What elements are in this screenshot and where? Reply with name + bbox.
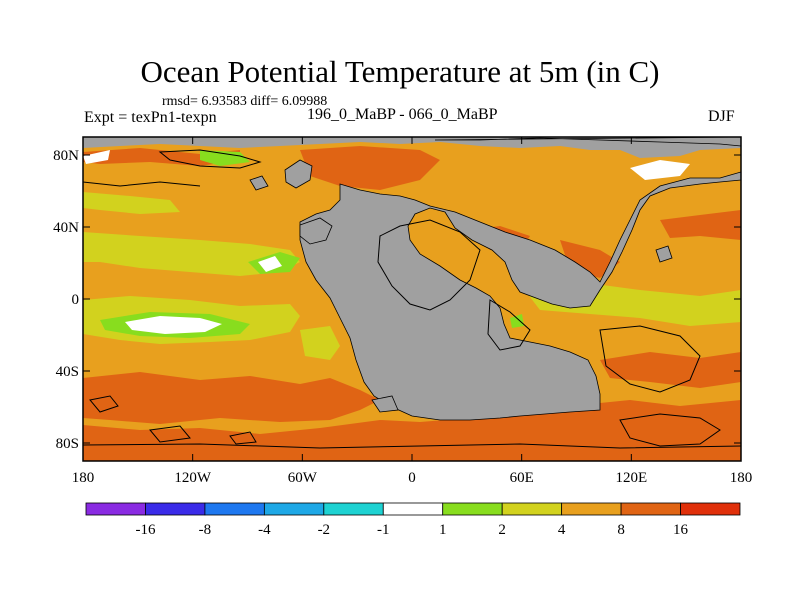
colorbar-swatch <box>323 502 384 516</box>
colorbar-label: -1 <box>377 522 390 538</box>
colorbar-label: -4 <box>258 522 271 538</box>
colorbar-swatch <box>561 502 622 516</box>
colorbar-label: 8 <box>617 522 625 538</box>
season-label: DJF <box>708 108 735 125</box>
colorbar-swatch <box>442 502 503 516</box>
colorbar-swatch <box>263 502 325 516</box>
stats-label: rmsd= 6.93583 diff= 6.09988 <box>162 94 328 109</box>
colorbar-swatch <box>204 502 265 516</box>
near-zero-regions <box>83 150 690 334</box>
colorbar-swatch <box>85 502 146 516</box>
colorbar-label: 4 <box>558 522 566 538</box>
x-tick-label: 180 <box>72 470 95 486</box>
colorbar-swatch <box>680 502 741 516</box>
experiment-label: Expt = texPn1-texpn <box>84 109 217 126</box>
axis-ticks: 180 120W 60W 0 60E 120E 180 80N 40N 0 40S 80S <box>53 137 752 486</box>
y-tick-label: 0 <box>72 292 80 308</box>
y-tick-label: 80S <box>56 436 79 452</box>
colorbar-swatch <box>501 502 563 516</box>
colorbar-label: 2 <box>498 522 506 538</box>
colorbar-label: 1 <box>439 522 447 538</box>
warm-anomaly-regions <box>83 146 741 461</box>
x-tick-label: 120E <box>615 470 647 486</box>
paleo-coastline-contours <box>83 149 741 449</box>
colorbar-swatch <box>382 502 444 516</box>
land-masses <box>83 137 741 421</box>
colorbar-label: -8 <box>199 522 212 538</box>
x-tick-label: 60E <box>510 470 534 486</box>
colorbar: -16 -8 -4 -2 -1 1 2 4 8 16 <box>85 502 741 538</box>
colorbar-swatch <box>620 502 681 516</box>
colorbar-label: -16 <box>135 522 155 538</box>
x-tick-label: 120W <box>174 470 212 486</box>
y-tick-label: 40S <box>56 364 79 380</box>
colorbar-swatch <box>145 502 206 516</box>
x-tick-label: 0 <box>408 470 416 486</box>
map-title: Ocean Potential Temperature at 5m (in C) <box>140 54 660 89</box>
colorbar-label: 16 <box>673 522 689 538</box>
y-tick-label: 80N <box>53 148 79 164</box>
map-plot-area <box>83 137 741 461</box>
colorbar-label: -2 <box>318 522 331 538</box>
subtitle-label: 196_0_MaBP - 066_0_MaBP <box>307 106 498 123</box>
x-tick-label: 180 <box>730 470 753 486</box>
x-tick-label: 60W <box>288 470 318 486</box>
y-tick-label: 40N <box>53 220 79 236</box>
